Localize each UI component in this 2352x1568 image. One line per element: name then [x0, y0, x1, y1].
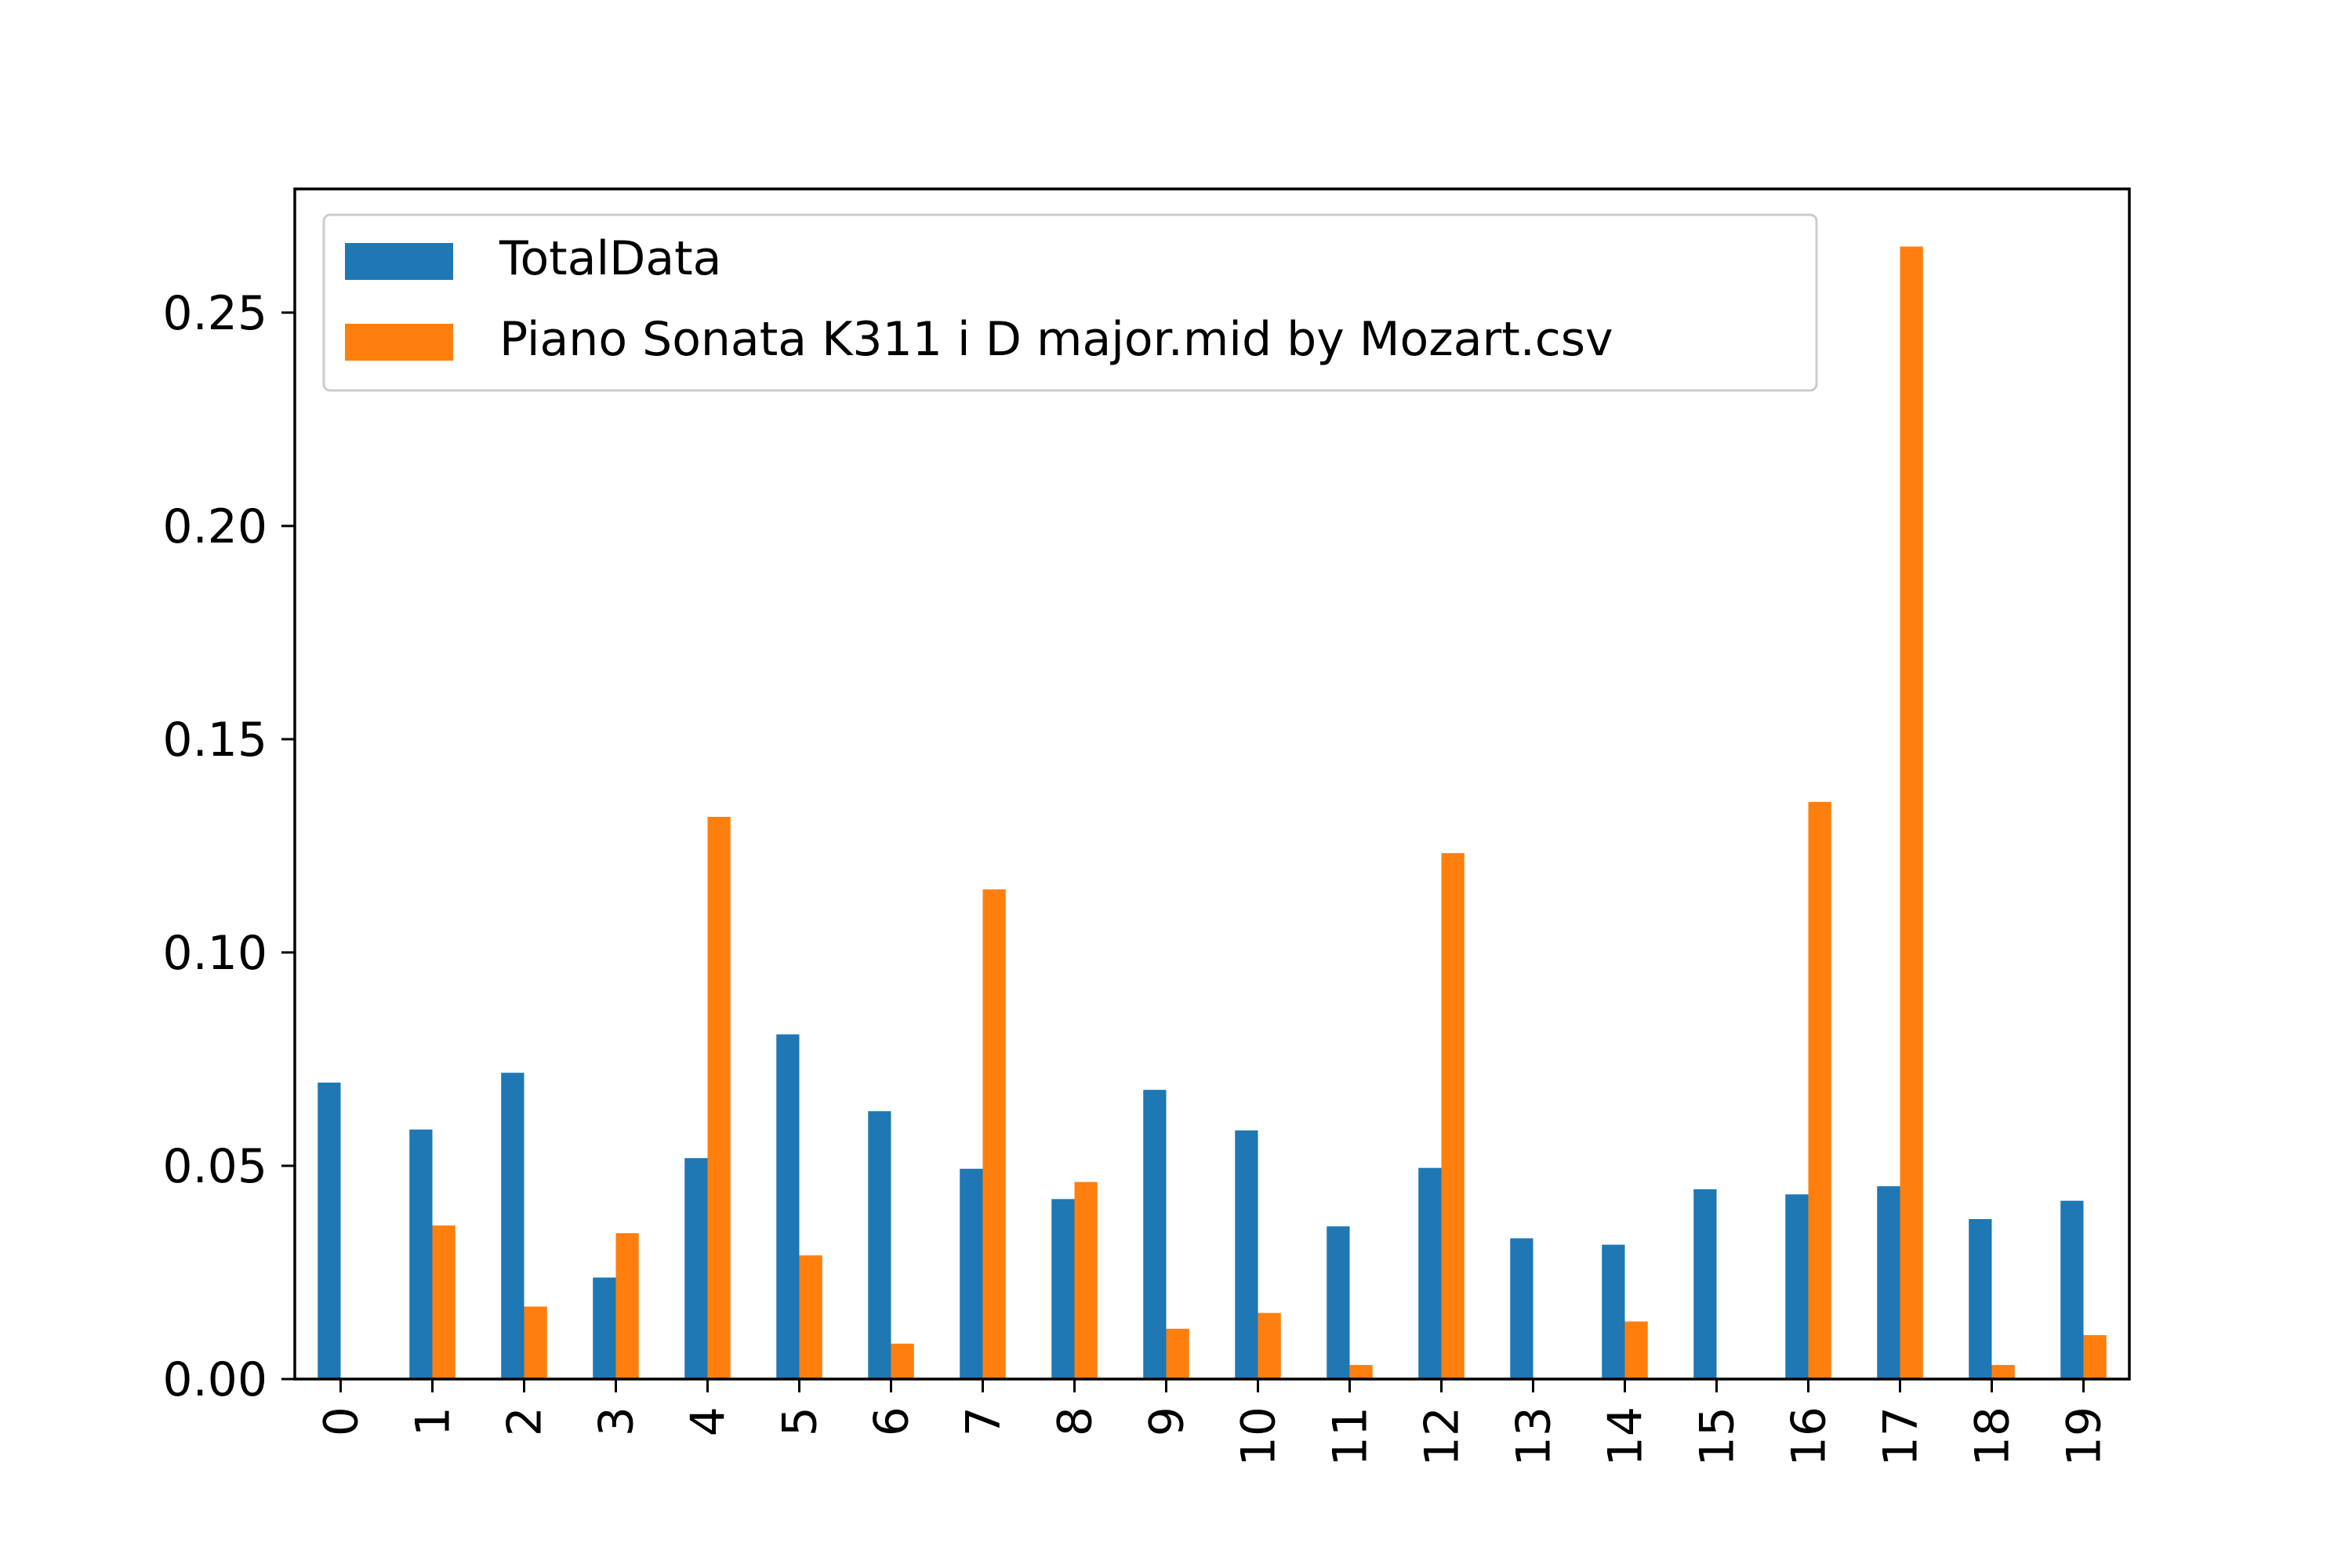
bar-series0-cat-14 — [1602, 1244, 1625, 1379]
bar-series1-cat-6 — [891, 1343, 914, 1379]
x-tick-label: 19 — [2057, 1406, 2112, 1466]
y-tick-label: 0.15 — [162, 713, 267, 768]
bar-series0-cat-15 — [1693, 1189, 1717, 1379]
y-tick-label: 0.10 — [162, 926, 267, 981]
x-tick-label: 14 — [1599, 1406, 1653, 1466]
bar-series1-cat-19 — [2083, 1334, 2107, 1379]
bar-series0-cat-2 — [501, 1073, 524, 1379]
bar-series1-cat-12 — [1441, 853, 1465, 1379]
x-tick-label: 13 — [1507, 1406, 1562, 1466]
bar-series1-cat-8 — [1074, 1181, 1098, 1379]
bar-series1-cat-18 — [1991, 1365, 2015, 1379]
legend-swatch-totaldata — [345, 243, 453, 280]
x-tick-label: 16 — [1782, 1406, 1837, 1466]
bar-series1-cat-10 — [1258, 1312, 1281, 1379]
y-tick-label: 0.00 — [162, 1352, 267, 1407]
bar-series0-cat-10 — [1235, 1130, 1258, 1379]
plot-frame — [293, 187, 2131, 1381]
y-tick-label: 0.05 — [162, 1139, 267, 1194]
legend: TotalData Piano Sonata K311 i D major.mi… — [322, 213, 1818, 392]
bar-series0-cat-4 — [684, 1158, 708, 1379]
x-tick-label: 0 — [314, 1406, 369, 1436]
x-tick-label: 10 — [1232, 1406, 1287, 1466]
x-tick-label: 1 — [406, 1406, 461, 1436]
bar-series0-cat-13 — [1510, 1238, 1534, 1379]
bar-series0-cat-3 — [593, 1277, 616, 1379]
legend-label-totaldata: TotalData — [499, 231, 721, 286]
x-tick-label: 17 — [1874, 1406, 1929, 1466]
x-tick-label: 8 — [1048, 1406, 1103, 1436]
x-tick-label: 15 — [1690, 1406, 1745, 1466]
bar-series0-cat-19 — [2060, 1200, 2084, 1379]
y-tick-label: 0.25 — [162, 286, 267, 341]
x-tick-label: 9 — [1140, 1406, 1195, 1436]
bar-series1-cat-17 — [1900, 246, 1923, 1379]
bar-series1-cat-14 — [1624, 1321, 1648, 1379]
bar-series0-cat-17 — [1877, 1186, 1900, 1379]
bar-series0-cat-8 — [1051, 1199, 1075, 1379]
bar-series0-cat-11 — [1327, 1226, 1350, 1379]
x-axis: 0 1 2 3 4 5 6 7 8 9 10 11 12 13 14 15 16 17 18 19 — [314, 1379, 2112, 1466]
bar-series0-cat-7 — [960, 1168, 983, 1379]
legend-box — [322, 213, 1818, 392]
bar-series0-cat-9 — [1143, 1090, 1167, 1379]
legend-label-piano-sonata: Piano Sonata K311 i D major.mid by Mozar… — [499, 312, 1613, 367]
x-tick-label: 11 — [1323, 1406, 1378, 1466]
x-tick-label: 3 — [590, 1406, 644, 1436]
bar-series1-cat-3 — [615, 1232, 639, 1379]
bar-series0-cat-0 — [318, 1082, 341, 1379]
bar-series0-cat-12 — [1418, 1167, 1442, 1379]
bar-series1-cat-11 — [1349, 1365, 1373, 1379]
bar-series0-cat-6 — [868, 1111, 891, 1379]
y-tick-label: 0.20 — [162, 499, 267, 554]
y-axis: 0.00 0.05 0.10 0.15 0.20 0.25 — [162, 286, 295, 1407]
bar-series0-cat-1 — [409, 1129, 433, 1379]
bar-series1-cat-2 — [524, 1306, 547, 1379]
x-tick-label: 6 — [865, 1406, 920, 1436]
bar-series1-cat-9 — [1166, 1328, 1189, 1379]
x-tick-label: 18 — [1965, 1406, 2020, 1466]
bar-series1-cat-4 — [707, 816, 731, 1379]
legend-swatch-piano-sonata — [345, 324, 453, 361]
bar-series0-cat-18 — [1969, 1218, 1992, 1379]
x-tick-label: 4 — [681, 1406, 736, 1436]
bar-series1-cat-5 — [799, 1255, 822, 1379]
bar-series0-cat-16 — [1785, 1194, 1809, 1379]
bar-series1-cat-16 — [1808, 801, 1831, 1379]
x-tick-label: 7 — [956, 1406, 1011, 1436]
x-tick-label: 12 — [1415, 1406, 1470, 1466]
bar-group — [318, 246, 2107, 1379]
x-tick-label: 5 — [773, 1406, 828, 1436]
bar-series1-cat-7 — [982, 889, 1006, 1379]
bar-series0-cat-5 — [776, 1034, 800, 1379]
bar-series1-cat-1 — [432, 1225, 456, 1379]
x-tick-label: 2 — [498, 1406, 553, 1436]
